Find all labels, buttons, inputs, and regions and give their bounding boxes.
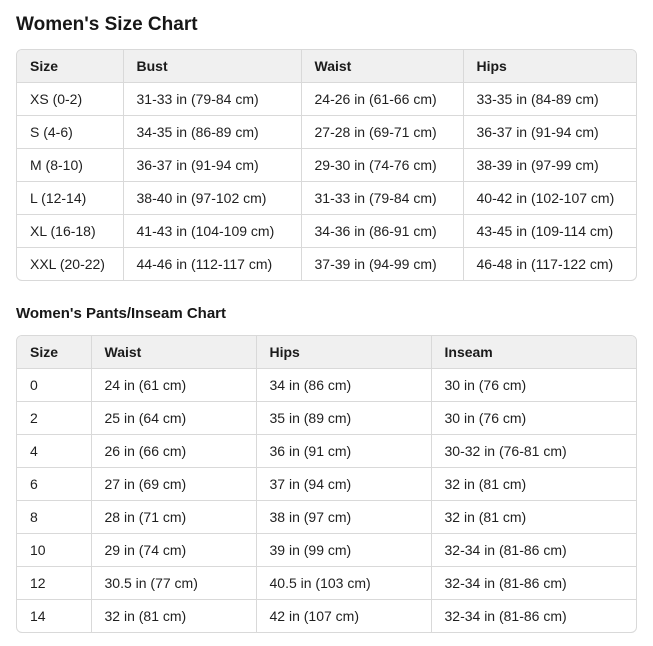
table-row: XXL (20-22) 44-46 in (112-117 cm) 37-39 in… bbox=[17, 247, 636, 280]
table-cell: 37 in (94 cm) bbox=[255, 467, 431, 501]
size-chart-table-container: Size Bust Waist Hips XS (0-2) 31-33 in (79-84… bbox=[16, 49, 637, 281]
table-cell: 36 in (91 cm) bbox=[255, 434, 431, 468]
table-cell: 42 in (107 cm) bbox=[255, 599, 431, 632]
column-header: Size bbox=[17, 336, 91, 369]
table-cell: 43-45 in (109-114 cm) bbox=[462, 214, 636, 248]
table-row: 6 27 in (69 cm) 37 in (94 cm) 32 in (81 cm) bbox=[17, 467, 636, 501]
table-cell: 33-35 in (84-89 cm) bbox=[462, 82, 636, 116]
table-cell: 46-48 in (117-122 cm) bbox=[462, 247, 636, 280]
table-cell: 14 bbox=[17, 599, 91, 632]
table-cell: 2 bbox=[17, 401, 91, 435]
table-cell: 39 in (99 cm) bbox=[255, 533, 431, 567]
table-cell: 37-39 in (94-99 cm) bbox=[300, 247, 463, 280]
table-cell: 10 bbox=[17, 533, 91, 567]
table-cell: 30 in (76 cm) bbox=[430, 401, 636, 435]
table-cell: 29-30 in (74-76 cm) bbox=[300, 148, 463, 182]
table-cell: 27 in (69 cm) bbox=[90, 467, 256, 501]
table-cell: XS (0-2) bbox=[17, 82, 123, 116]
table-row: 4 26 in (66 cm) 36 in (91 cm) 30-32 in (76-… bbox=[17, 434, 636, 468]
table-cell: 32 in (81 cm) bbox=[430, 467, 636, 501]
table-cell: 30.5 in (77 cm) bbox=[90, 566, 256, 600]
table-cell: 36-37 in (91-94 cm) bbox=[122, 148, 301, 182]
table-cell: 38-40 in (97-102 cm) bbox=[122, 181, 301, 215]
table-row: 2 25 in (64 cm) 35 in (89 cm) 30 in (76 cm) bbox=[17, 401, 636, 435]
pants-chart-table-container: Size Waist Hips Inseam 0 24 in (61 cm) 34 in (… bbox=[16, 335, 637, 633]
table-cell: XXL (20-22) bbox=[17, 247, 123, 280]
table-cell: 38 in (97 cm) bbox=[255, 500, 431, 534]
table-cell: 31-33 in (79-84 cm) bbox=[122, 82, 301, 116]
table-cell: 0 bbox=[17, 368, 91, 402]
table-cell: 28 in (71 cm) bbox=[90, 500, 256, 534]
table-cell: 32 in (81 cm) bbox=[90, 599, 256, 632]
table-cell: 30 in (76 cm) bbox=[430, 368, 636, 402]
table-cell: 25 in (64 cm) bbox=[90, 401, 256, 435]
table-row: 10 29 in (74 cm) 39 in (99 cm) 32-34 in (81… bbox=[17, 533, 636, 567]
table-cell: 38-39 in (97-99 cm) bbox=[462, 148, 636, 182]
table-cell: 34-35 in (86-89 cm) bbox=[122, 115, 301, 149]
table-cell: 34 in (86 cm) bbox=[255, 368, 431, 402]
table-cell: 31-33 in (79-84 cm) bbox=[300, 181, 463, 215]
table-cell: 4 bbox=[17, 434, 91, 468]
table-cell: 24-26 in (61-66 cm) bbox=[300, 82, 463, 116]
table-row: S (4-6) 34-35 in (86-89 cm) 27-28 in (69-7… bbox=[17, 115, 636, 149]
table-cell: 32-34 in (81-86 cm) bbox=[430, 533, 636, 567]
page: Women's Size Chart Size Bust Waist Hips XS (… bbox=[16, 14, 637, 633]
table-cell: L (12-14) bbox=[17, 181, 123, 215]
table-cell: 35 in (89 cm) bbox=[255, 401, 431, 435]
table-cell: 41-43 in (104-109 cm) bbox=[122, 214, 301, 248]
column-header: Size bbox=[17, 50, 123, 83]
table-row: 8 28 in (71 cm) 38 in (97 cm) 32 in (81 cm) bbox=[17, 500, 636, 534]
table-cell: 24 in (61 cm) bbox=[90, 368, 256, 402]
column-header: Hips bbox=[462, 50, 636, 83]
table-cell: 36-37 in (91-94 cm) bbox=[462, 115, 636, 149]
table-cell: 40-42 in (102-107 cm) bbox=[462, 181, 636, 215]
column-header: Inseam bbox=[430, 336, 636, 369]
column-header: Waist bbox=[90, 336, 256, 369]
table-cell: S (4-6) bbox=[17, 115, 123, 149]
column-header: Waist bbox=[300, 50, 463, 83]
header-row: Size Bust Waist Hips bbox=[17, 50, 636, 83]
table-cell: 8 bbox=[17, 500, 91, 534]
table-row: 12 30.5 in (77 cm) 40.5 in (103 cm) 32-34 i… bbox=[17, 566, 636, 600]
table-cell: 44-46 in (112-117 cm) bbox=[122, 247, 301, 280]
table-cell: 6 bbox=[17, 467, 91, 501]
pants-chart-title: Women's Pants/Inseam Chart bbox=[16, 305, 227, 322]
table-row: 0 24 in (61 cm) 34 in (86 cm) 30 in (76 cm) bbox=[17, 368, 636, 402]
table-cell: 40.5 in (103 cm) bbox=[255, 566, 431, 600]
table-cell: 12 bbox=[17, 566, 91, 600]
size-chart-title: Women's Size Chart bbox=[16, 14, 198, 35]
column-header: Hips bbox=[255, 336, 431, 369]
table-cell: XL (16-18) bbox=[17, 214, 123, 248]
table-cell: 29 in (74 cm) bbox=[90, 533, 256, 567]
column-header: Bust bbox=[122, 50, 301, 83]
table-cell: 34-36 in (86-91 cm) bbox=[300, 214, 463, 248]
header-row: Size Waist Hips Inseam bbox=[17, 336, 636, 369]
pants-chart-table: Size Waist Hips Inseam 0 24 in (61 cm) 34 in (… bbox=[17, 336, 636, 632]
table-cell: 27-28 in (69-71 cm) bbox=[300, 115, 463, 149]
table-cell: M (8-10) bbox=[17, 148, 123, 182]
table-row: XS (0-2) 31-33 in (79-84 cm) 24-26 in (61-… bbox=[17, 82, 636, 116]
table-cell: 32 in (81 cm) bbox=[430, 500, 636, 534]
table-row: M (8-10) 36-37 in (91-94 cm) 29-30 in (74-… bbox=[17, 148, 636, 182]
table-cell: 32-34 in (81-86 cm) bbox=[430, 566, 636, 600]
table-cell: 32-34 in (81-86 cm) bbox=[430, 599, 636, 632]
table-cell: 26 in (66 cm) bbox=[90, 434, 256, 468]
table-cell: 30-32 in (76-81 cm) bbox=[430, 434, 636, 468]
size-chart-table: Size Bust Waist Hips XS (0-2) 31-33 in (79-84… bbox=[17, 50, 636, 280]
table-row: 14 32 in (81 cm) 42 in (107 cm) 32-34 in (8… bbox=[17, 599, 636, 632]
table-row: L (12-14) 38-40 in (97-102 cm) 31-33 in (7… bbox=[17, 181, 636, 215]
table-row: XL (16-18) 41-43 in (104-109 cm) 34-36 in … bbox=[17, 214, 636, 248]
